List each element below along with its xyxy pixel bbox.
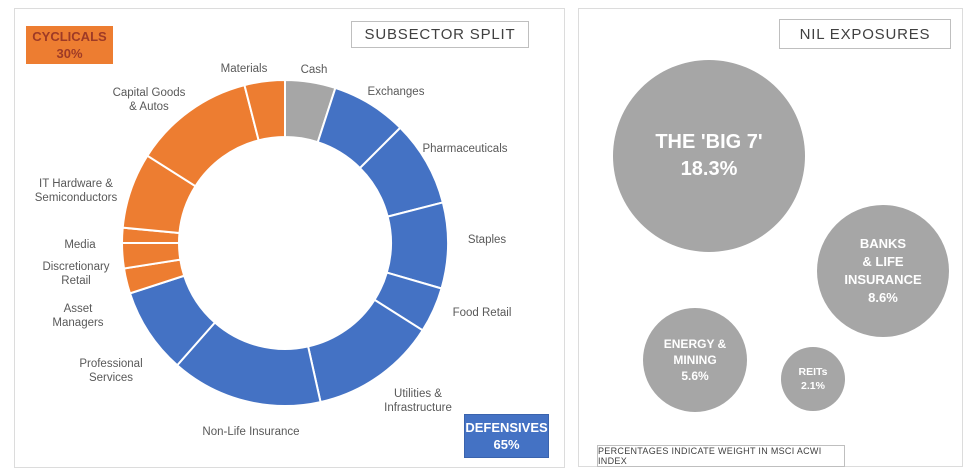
bubble-text-line: 8.6% <box>868 290 898 305</box>
donut-label-food-retail: Food Retail <box>453 307 512 319</box>
donut-label-exchanges: Exchanges <box>368 86 425 98</box>
donut-label-pharmaceuticals: Pharmaceuticals <box>422 143 507 155</box>
bubble-text-line: MINING <box>673 353 717 367</box>
bubble-energy-mining: ENERGY & MINING 5.6% <box>643 308 747 412</box>
defensives-badge: DEFENSIVES 65% <box>464 414 549 458</box>
bubble-text-line: REITs <box>798 366 828 378</box>
donut-label-staples: Staples <box>468 234 507 246</box>
bubble-text-line: 5.6% <box>681 369 709 383</box>
defensives-badge-label: DEFENSIVES <box>465 420 548 435</box>
bubble-text-line: BANKS <box>859 236 907 251</box>
bubble-text-line: & LIFE <box>862 254 904 269</box>
donut-label-it-hardware-semiconductors: IT Hardware & Semiconductors <box>35 178 118 204</box>
subsector-split-panel: CYCLICALS 30% SUBSECTOR SPLIT Cash Exchan… <box>14 8 565 468</box>
donut-label-discretionary-retail: Discretionary Retail <box>42 261 109 287</box>
subsector-split-title-text: SUBSECTOR SPLIT <box>364 26 516 43</box>
footnote-box: PERCENTAGES INDICATE WEIGHT IN MSCI ACWI… <box>597 445 845 467</box>
cyclicals-badge-label: CYCLICALS <box>32 29 107 44</box>
nil-exposures-panel: NIL EXPOSURES THE 'BIG 7' 18.3% BANKS & LIF… <box>578 8 963 467</box>
defensives-badge-value: 65% <box>493 437 520 452</box>
nil-exposures-title: NIL EXPOSURES <box>779 19 951 49</box>
donut-label-professional-services: Professional Services <box>79 358 142 384</box>
bubble-banks-life-insurance: BANKS & LIFE INSURANCE 8.6% <box>817 205 949 337</box>
bubble-text-line: THE 'BIG 7' <box>655 131 763 153</box>
bubble-text-line: 18.3% <box>680 158 738 180</box>
donut-label-cash: Cash <box>301 64 328 76</box>
bubble-text-line: ENERGY & <box>663 337 727 351</box>
donut-segment-materials <box>243 78 286 142</box>
subsector-donut-chart: Cash Exchanges Pharmaceuticals Staples Food … <box>35 63 512 438</box>
footnote-text: PERCENTAGES INDICATE WEIGHT IN MSCI ACWI… <box>598 446 822 466</box>
cyclicals-badge: CYCLICALS 30% <box>26 26 113 64</box>
bubble-text-line: 2.1% <box>801 380 825 392</box>
cyclicals-badge-value: 30% <box>56 46 83 61</box>
bubble-the-big-7: THE 'BIG 7' 18.3% <box>613 60 805 252</box>
bubble-text-line: INSURANCE <box>844 272 922 287</box>
bubble-reits: REITs 2.1% <box>781 347 845 411</box>
donut-label-utilities-infrastructure: Utilities & Infrastructure <box>384 388 452 414</box>
donut-label-capital-goods-autos: Capital Goods & Autos <box>113 87 186 113</box>
donut-label-asset-managers: Asset Managers <box>52 303 103 329</box>
nil-exposures-title-text: NIL EXPOSURES <box>799 25 931 43</box>
donut-label-media: Media <box>64 239 96 251</box>
donut-label-non-life-insurance: Non-Life Insurance <box>202 426 299 438</box>
donut-label-materials: Materials <box>221 63 268 75</box>
subsector-split-title: SUBSECTOR SPLIT <box>351 21 529 48</box>
